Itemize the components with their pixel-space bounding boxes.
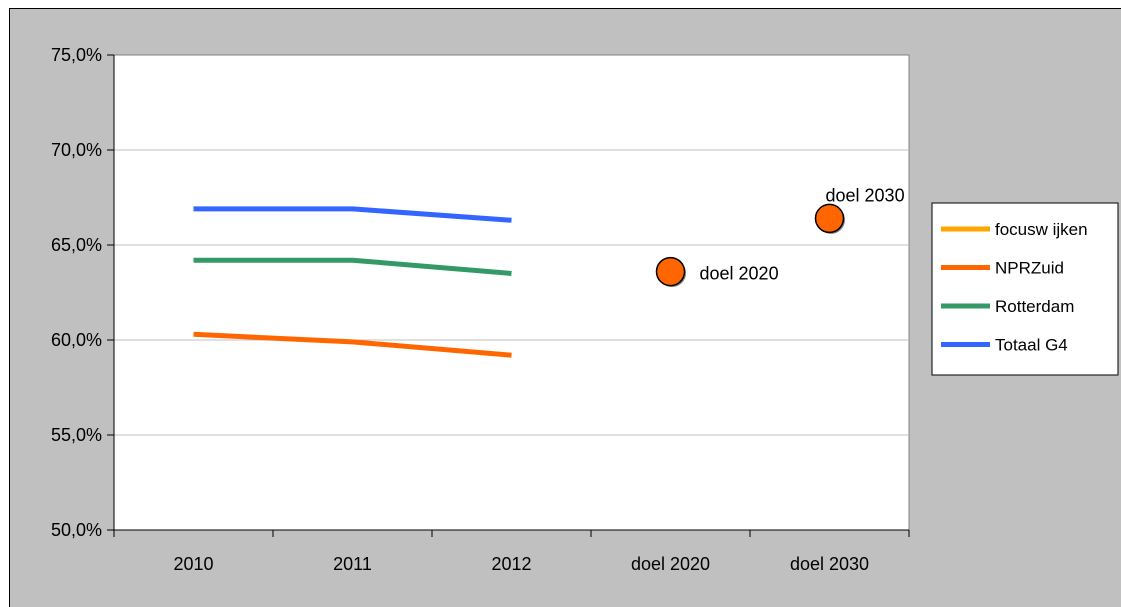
x-tick-label: doel 2020 xyxy=(631,554,710,574)
y-tick-label: 50,0% xyxy=(51,520,102,540)
legend: focusw ijken NPRZuid Rotterdam Totaal G4 xyxy=(931,202,1119,376)
gridlines xyxy=(114,149,909,436)
x-tick-label: 2010 xyxy=(173,554,213,574)
x-tick-labels: 2010 2011 2012 doel 2020 doel 2030 xyxy=(173,554,869,574)
series-lines xyxy=(193,206,512,358)
axes xyxy=(107,54,910,537)
target-marker xyxy=(814,203,845,234)
y-tick-labels: 50,0% 55,0% 60,0% 65,0% 70,0% 75,0% xyxy=(51,45,102,540)
x-tick-label: 2012 xyxy=(491,554,531,574)
legend-label: NPRZuid xyxy=(995,259,1064,278)
plot-area xyxy=(113,54,910,531)
target-label: doel 2020 xyxy=(700,264,779,284)
y-tick-label: 70,0% xyxy=(51,140,102,160)
target-label: doel 2030 xyxy=(826,185,905,205)
x-tick-label: 2011 xyxy=(333,554,372,574)
y-tick-label: 75,0% xyxy=(51,45,102,65)
y-tick-label: 60,0% xyxy=(51,330,102,350)
y-tick-label: 65,0% xyxy=(51,235,102,255)
series-line-totaal-g4 xyxy=(193,206,512,223)
y-tick-label: 55,0% xyxy=(51,425,102,445)
series-line-nprzuid xyxy=(193,331,512,358)
series-line-rotterdam xyxy=(193,257,512,276)
legend-label: Rotterdam xyxy=(995,297,1074,316)
legend-label: focusw ijken xyxy=(995,220,1088,239)
legend-label: Totaal G4 xyxy=(995,336,1068,355)
x-tick-label: doel 2030 xyxy=(790,554,869,574)
target-marker xyxy=(655,256,686,287)
target-markers: doel 2020 doel 2030 xyxy=(655,185,905,288)
